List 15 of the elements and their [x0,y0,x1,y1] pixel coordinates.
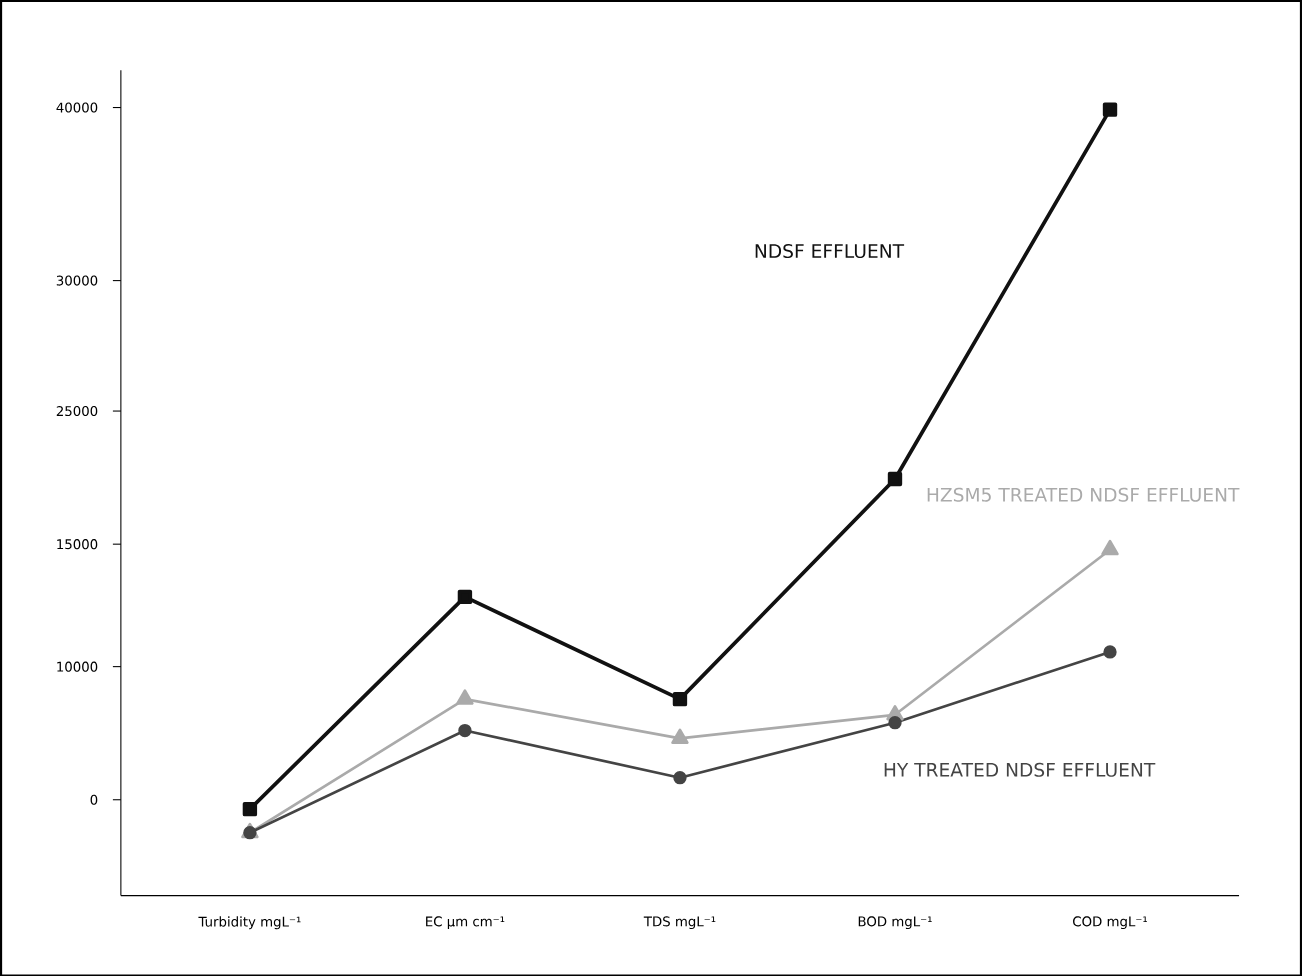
text: HZSM5 TREATED NDSF EFFLUENT [927,487,1240,502]
point [672,691,688,707]
point [242,801,258,817]
point [457,589,473,604]
point [1102,102,1118,117]
point [1103,645,1117,659]
point [888,715,902,730]
point [456,689,474,705]
text: NDSF EFFLUENT [755,243,905,258]
point [673,770,687,785]
series-label: HY TREATED NDSF EFFLUENT [884,762,1156,777]
point [1101,539,1119,556]
point [458,723,472,737]
point [671,728,689,744]
point [887,471,903,486]
